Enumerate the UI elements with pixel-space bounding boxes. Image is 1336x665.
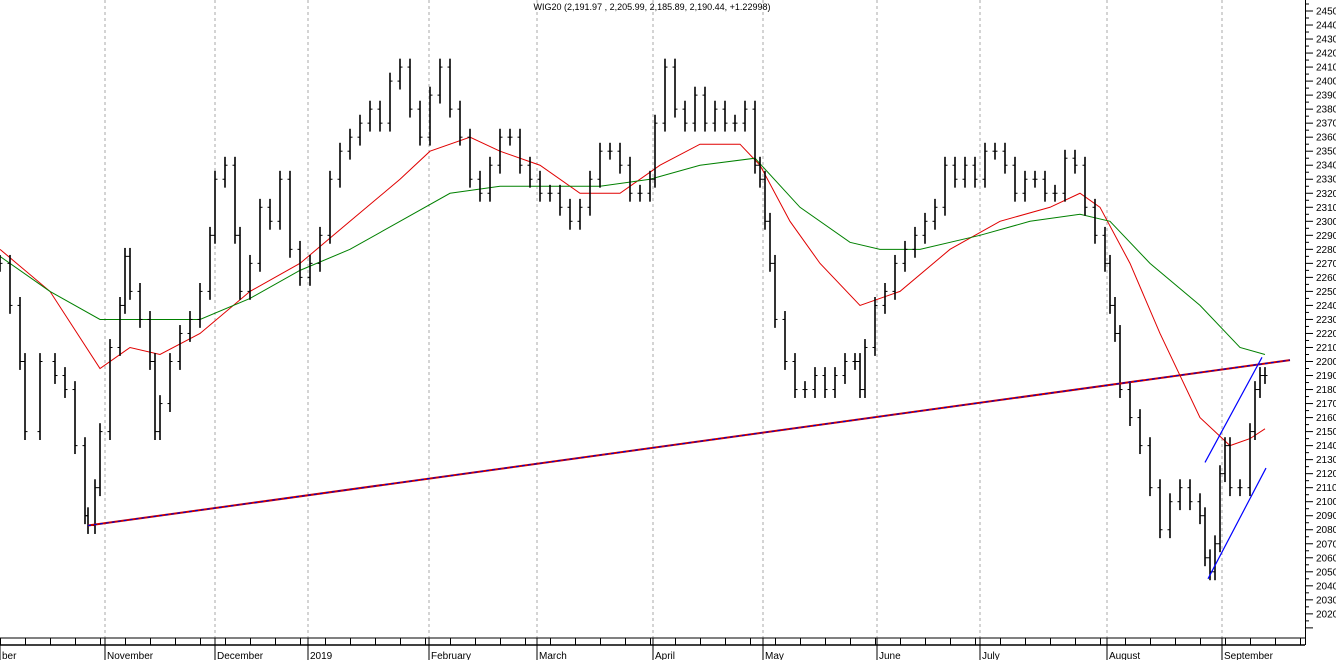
y-tick-label: 2070 [1316,539,1336,550]
y-tick-label: 2240 [1316,301,1336,312]
y-tick-label: 2210 [1316,343,1336,354]
y-tick-label: 2270 [1316,259,1336,270]
trendlines [87,357,1291,580]
x-tick-label: November [107,651,154,660]
price-bars [0,58,1268,581]
month-gridlines [104,0,1223,638]
y-axis: 2020 2030 2040 2050 2060 2070 2080 2090 2100 2110… [1305,0,1336,645]
y-tick-label: 2430 [1316,35,1336,46]
x-tick-label: 2019 [310,651,333,660]
y-tick-label: 2140 [1316,441,1336,452]
y-tick-label: 2340 [1316,161,1336,172]
y-tick-label: 2300 [1316,217,1336,228]
y-tick-label: 2420 [1316,49,1336,60]
y-tick-label: 2200 [1316,357,1336,368]
x-tick-label: April [655,651,675,660]
y-tick-label: 2080 [1316,525,1336,536]
x-tick-label: June [879,651,901,660]
y-tick-label: 2050 [1316,567,1336,578]
y-tick-label: 2450 [1316,7,1336,18]
y-tick-label: 2030 [1316,595,1336,606]
x-tick-label: August [1109,651,1140,660]
y-tick-label: 2380 [1316,105,1336,116]
y-tick-label: 2400 [1316,77,1336,88]
ma-line-ma-short [0,136,1266,447]
y-tick-label: 2370 [1316,119,1336,130]
y-tick-label: 2150 [1316,427,1336,438]
y-tick-label: 2350 [1316,147,1336,158]
trendline-long-support [87,359,1291,527]
y-tick-label: 2020 [1316,609,1336,620]
y-tick-label: 2090 [1316,511,1336,522]
y-tick-label: 2110 [1316,483,1336,494]
y-tick-label: 2390 [1316,91,1336,102]
y-tick-label: 2410 [1316,63,1336,74]
trendline-channel-upper [1204,357,1263,463]
y-tick-label: 2130 [1316,455,1336,466]
y-tick-label: 2060 [1316,553,1336,564]
y-tick-label: 2260 [1316,273,1336,284]
y-tick-label: 2120 [1316,469,1336,480]
x-tick-label: ber [2,651,17,660]
y-tick-label: 2180 [1316,385,1336,396]
chart-title: WIG20 (2,191.97 , 2,205.99, 2,185.89, 2,… [534,2,771,12]
x-tick-label: July [982,651,1000,660]
y-tick-label: 2330 [1316,175,1336,186]
y-tick-label: 2320 [1316,189,1336,200]
y-tick-label: 2220 [1316,329,1336,340]
y-tick-label: 2160 [1316,413,1336,424]
y-tick-label: 2100 [1316,497,1336,508]
y-tick-label: 2190 [1316,371,1336,382]
y-tick-label: 2170 [1316,399,1336,410]
trendline-channel-lower [1207,467,1267,580]
y-tick-label: 2290 [1316,231,1336,242]
x-tick-label: March [539,651,567,660]
x-tick-label: February [431,651,471,660]
y-tick-label: 2440 [1316,21,1336,32]
moving-averages [0,136,1266,447]
x-axis: ber November December 2019 February March Apri… [0,637,1305,662]
y-tick-label: 2230 [1316,315,1336,326]
x-tick-label: May [765,651,784,660]
y-tick-label: 2280 [1316,245,1336,256]
y-tick-label: 2310 [1316,203,1336,214]
y-tick-label: 2250 [1316,287,1336,298]
y-tick-label: 2360 [1316,133,1336,144]
y-tick-label: 2040 [1316,581,1336,592]
x-tick-label: September [1224,651,1274,660]
x-tick-label: December [217,651,264,660]
